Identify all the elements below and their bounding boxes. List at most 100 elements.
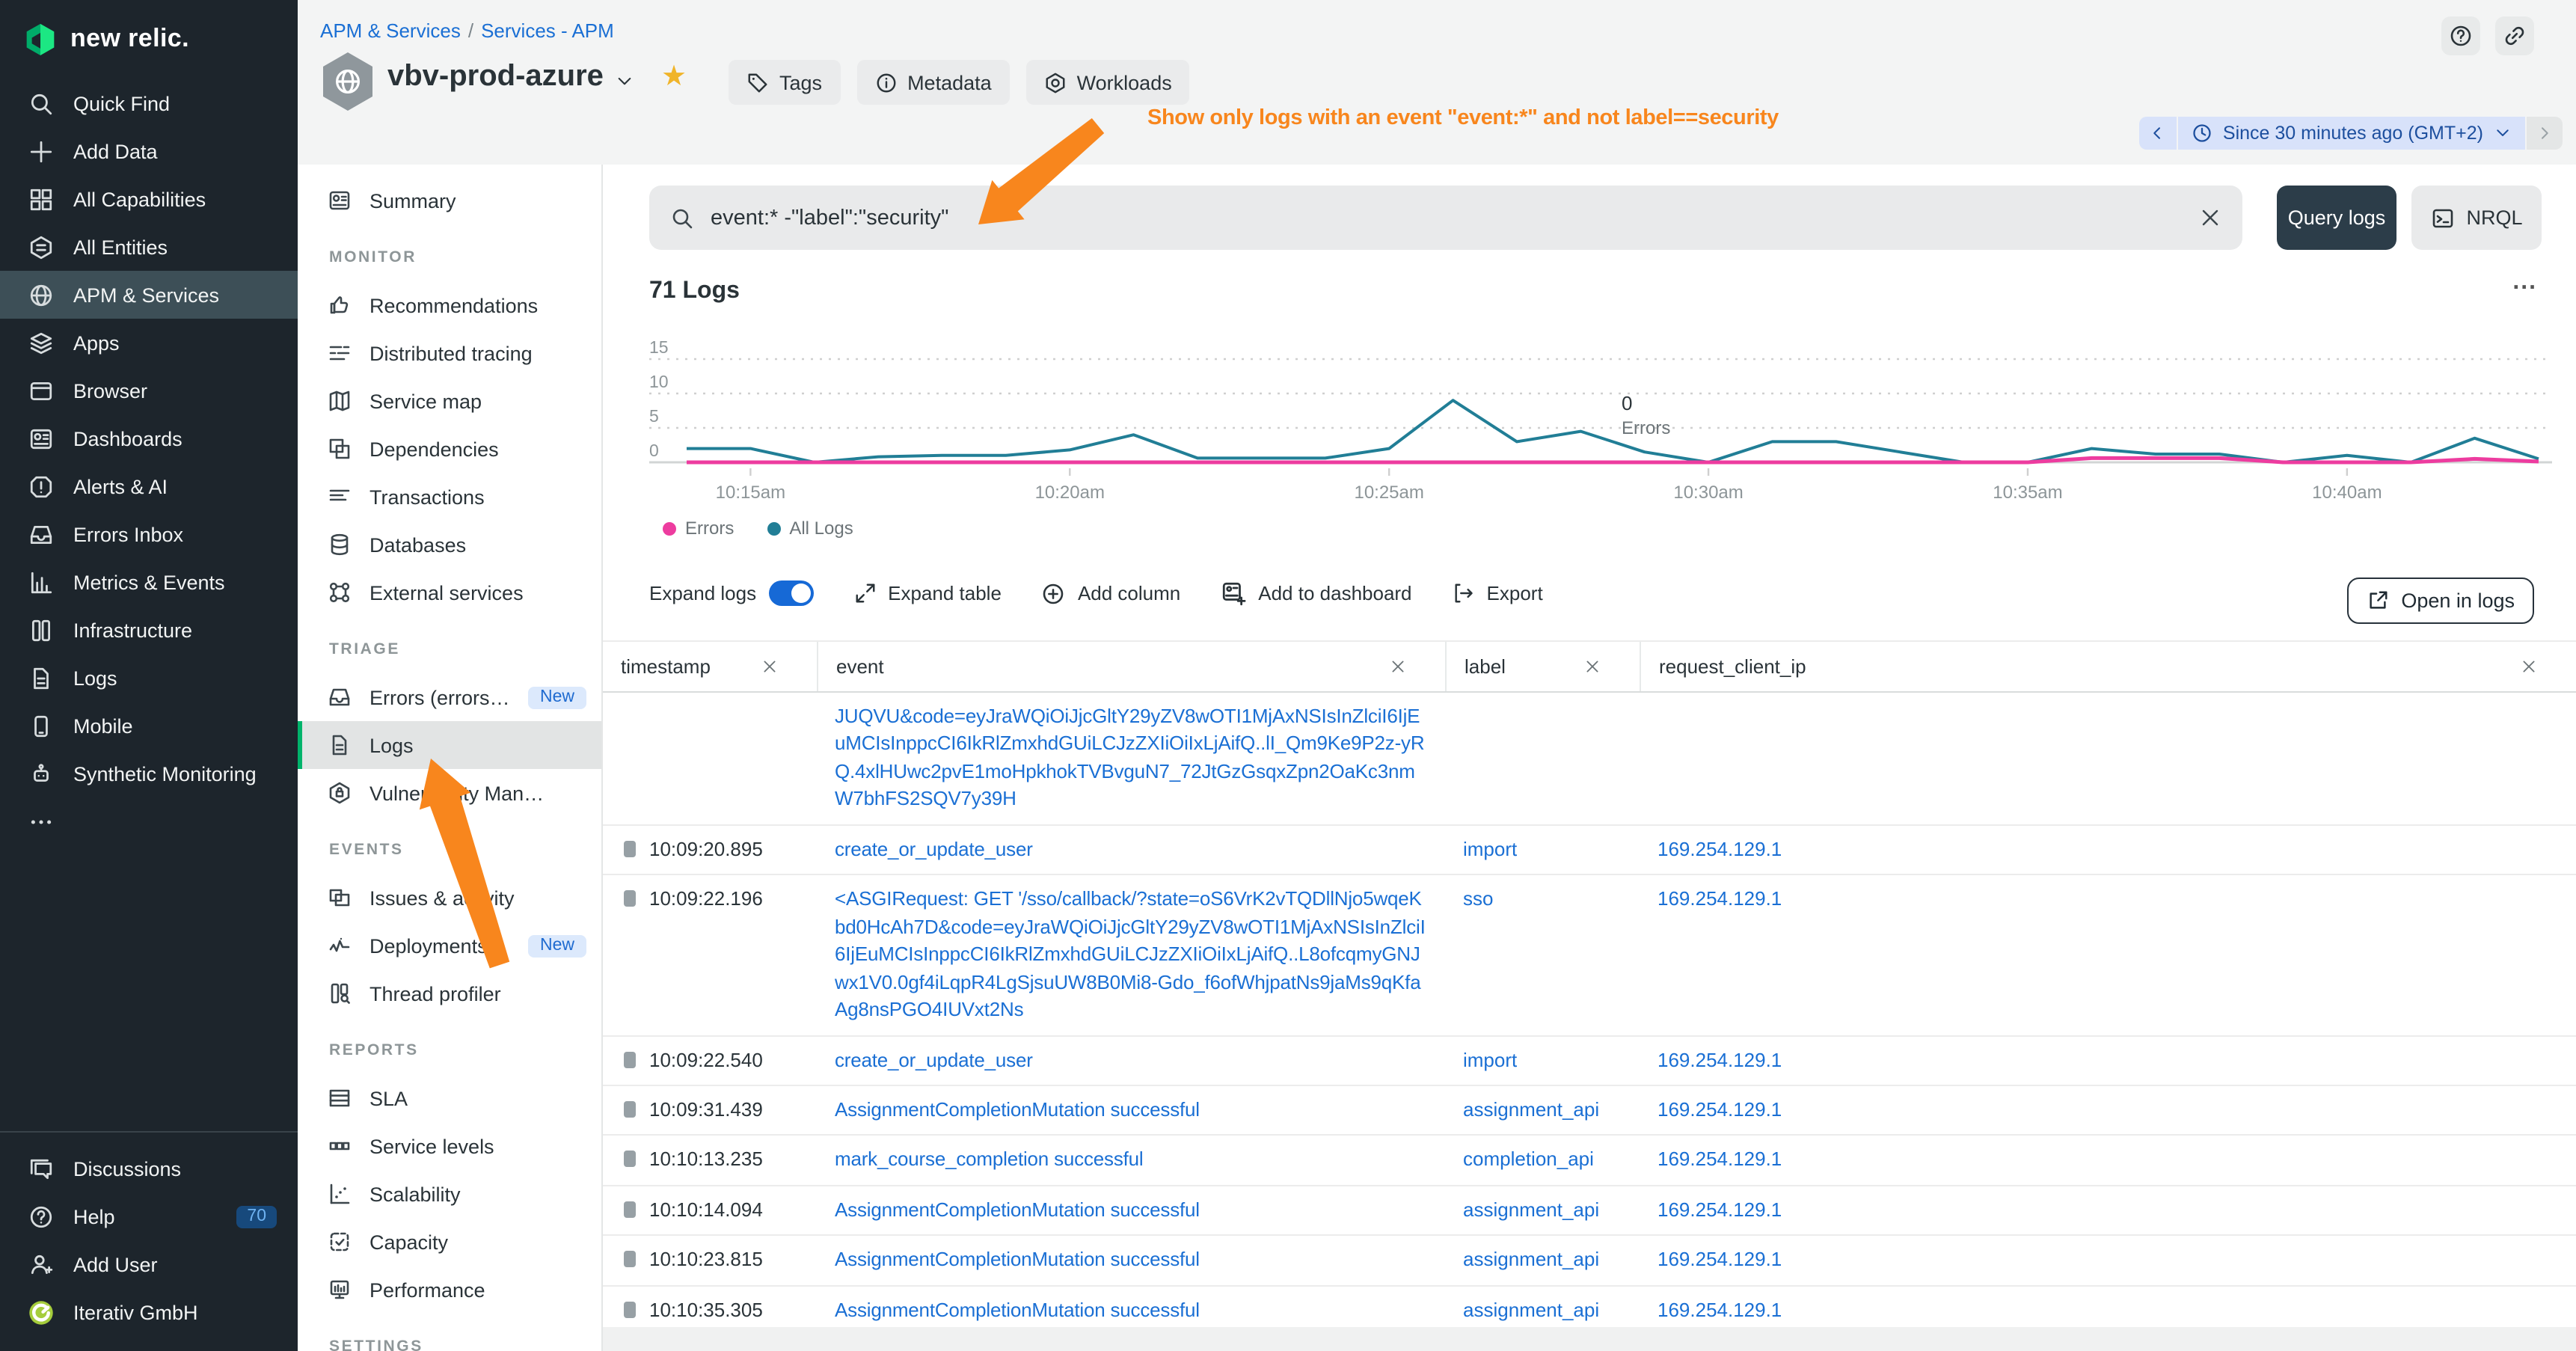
cell-request-client-ip[interactable]: 169.254.129.1 [1657,1198,1782,1221]
entity-name[interactable]: vbv-prod-azure [387,60,604,93]
subnav-item-performance[interactable]: Performance [298,1266,601,1314]
sidebar-item-synthetic-monitoring[interactable]: Synthetic Monitoring [0,750,298,797]
subnav-item-logs[interactable]: Logs [298,721,601,769]
sidebar-item-alerts-ai[interactable]: Alerts & AI [0,462,298,510]
cell-request-client-ip[interactable]: 169.254.129.1 [1657,1298,1782,1321]
sidebar-item-errors-inbox[interactable]: Errors Inbox [0,510,298,558]
remove-column-icon[interactable] [1584,658,1601,675]
subnav-item-scalability[interactable]: Scalability [298,1170,601,1218]
cell-label[interactable]: import [1463,837,1518,860]
column-header-timestamp[interactable]: timestamp [603,642,817,691]
sidebar-item-discussions[interactable]: Discussions [0,1145,298,1192]
sidebar-item-metrics-events[interactable]: Metrics & Events [0,558,298,606]
favorite-star-icon[interactable]: ★ [661,61,687,93]
cell-event[interactable]: create_or_update_user [835,1048,1033,1071]
metadata-button[interactable]: Metadata [856,60,1010,105]
toggle-on[interactable] [768,580,814,606]
open-in-logs-button[interactable]: Open in logs [2347,578,2534,624]
column-header-event[interactable]: event [817,642,1445,691]
log-row[interactable]: JUQVU&code=eyJraWQiOiJjcGltY29yZV8wOTI1M… [603,693,2576,826]
row-marker-icon[interactable] [624,1201,636,1218]
log-row[interactable]: 10:09:22.196 <ASGIRequest: GET '/sso/call… [603,876,2576,1037]
log-row[interactable]: 10:09:20.895 create_or_update_user import 1… [603,826,2576,876]
cell-label[interactable]: completion_api [1463,1148,1594,1171]
sidebar-item-all-entities[interactable]: All Entities [0,223,298,271]
subnav-item-errors-errors-inb[interactable]: Errors (errors inb... New [298,673,601,721]
expand-table-button[interactable]: Expand table [853,582,1002,604]
cell-label[interactable]: assignment_api [1463,1298,1600,1321]
sidebar-item-browser[interactable]: Browser [0,367,298,414]
sidebar-item-quick-find[interactable]: Quick Find [0,79,298,127]
clear-query-icon[interactable] [2199,206,2221,229]
cell-request-client-ip[interactable]: 169.254.129.1 [1657,1048,1782,1071]
cell-request-client-ip[interactable]: 169.254.129.1 [1657,1148,1782,1171]
subnav-item-issues-activity[interactable]: Issues & activity [298,874,601,922]
panel-menu-icon[interactable]: ... [2512,269,2537,295]
cell-request-client-ip[interactable]: 169.254.129.1 [1657,1248,1782,1271]
cell-event[interactable]: <ASGIRequest: GET '/sso/callback/?state=… [835,887,1426,1021]
cell-event[interactable]: JUQVU&code=eyJraWQiOiJjcGltY29yZV8wOTI1M… [835,705,1425,810]
log-row[interactable]: 10:10:13.235 mark_course_completion succe… [603,1136,2576,1186]
subnav-item-databases[interactable]: Databases [298,521,601,569]
tags-button[interactable]: Tags [729,60,841,105]
breadcrumb-apm-services[interactable]: APM & Services [320,19,461,42]
subnav-item-vulnerability-management[interactable]: Vulnerability Management [298,769,601,817]
sidebar-item-iterativ-gmbh[interactable]: Iterativ GmbH [0,1288,298,1336]
cell-label[interactable]: sso [1463,887,1494,910]
subnav-item-external-services[interactable]: External services [298,569,601,616]
cell-request-client-ip[interactable]: 169.254.129.1 [1657,1097,1782,1121]
entity-chevron-down-icon[interactable] [615,72,634,91]
export-button[interactable]: Export [1453,582,1543,604]
cell-label[interactable]: assignment_api [1463,1248,1600,1271]
logs-query-input[interactable]: event:* -"label":"security" [649,186,2242,250]
cell-event[interactable]: mark_course_completion successful [835,1148,1144,1171]
row-marker-icon[interactable] [624,1251,636,1268]
remove-column-icon[interactable] [1390,658,1406,675]
log-row[interactable]: 10:10:14.094 AssignmentCompletionMutation… [603,1186,2576,1237]
cell-event[interactable]: AssignmentCompletionMutation successful [835,1248,1200,1271]
nrql-button[interactable]: NRQL [2411,186,2542,250]
log-row[interactable]: 10:09:22.540 create_or_update_user import 1… [603,1036,2576,1086]
row-marker-icon[interactable] [624,1051,636,1068]
sidebar-item-mobile[interactable]: Mobile [0,702,298,750]
subnav-item-recommendations[interactable]: Recommendations [298,281,601,329]
query-logs-button[interactable]: Query logs [2277,186,2396,250]
legend-errors[interactable]: Errors [663,518,734,539]
sidebar-item-add-user[interactable]: Add User [0,1240,298,1288]
log-row[interactable]: 10:10:35.305 AssignmentCompletionMutation… [603,1287,2576,1327]
sidebar-item-item[interactable] [0,797,298,845]
cell-label[interactable] [1445,693,1640,714]
subnav-item-service-levels[interactable]: Service levels [298,1122,601,1170]
help-button[interactable] [2441,16,2480,55]
sidebar-item-apm-services[interactable]: APM & Services [0,271,298,319]
workloads-button[interactable]: Workloads [1025,60,1190,105]
sidebar-item-add-data[interactable]: Add Data [0,127,298,175]
cell-label[interactable]: assignment_api [1463,1097,1600,1121]
subnav-item-dependencies[interactable]: Dependencies [298,425,601,473]
remove-column-icon[interactable] [2521,658,2537,675]
permalink-button[interactable] [2495,16,2534,55]
sidebar-item-infrastructure[interactable]: Infrastructure [0,606,298,654]
subnav-item-service-map[interactable]: Service map [298,377,601,425]
time-forward-button[interactable] [2527,117,2563,150]
cell-request-client-ip[interactable]: 169.254.129.1 [1657,887,1782,910]
new-relic-logo[interactable]: new relic. [0,0,298,67]
log-row[interactable]: 10:09:31.439 AssignmentCompletionMutation… [603,1086,2576,1136]
subnav-item-capacity[interactable]: Capacity [298,1218,601,1266]
sidebar-item-dashboards[interactable]: Dashboards [0,414,298,462]
time-range-button[interactable]: Since 30 minutes ago (GMT+2) [2177,117,2525,150]
row-marker-icon[interactable] [624,840,636,857]
sidebar-item-logs[interactable]: Logs [0,654,298,702]
sidebar-item-all-capabilities[interactable]: All Capabilities [0,175,298,223]
expand-logs-toggle[interactable]: Expand logs [649,580,814,606]
sidebar-item-apps[interactable]: Apps [0,319,298,367]
sidebar-item-help[interactable]: Help 70 [0,1192,298,1240]
add-to-dashboard-button[interactable]: Add to dashboard [1221,580,1412,606]
cell-request-client-ip[interactable] [1640,693,2576,714]
cell-label[interactable]: import [1463,1048,1518,1071]
remove-column-icon[interactable] [761,658,778,675]
subnav-item-distributed-tracing[interactable]: Distributed tracing [298,329,601,377]
row-marker-icon[interactable] [624,1151,636,1168]
time-back-button[interactable] [2138,117,2177,150]
log-row[interactable]: 10:10:23.815 AssignmentCompletionMutation… [603,1237,2576,1287]
